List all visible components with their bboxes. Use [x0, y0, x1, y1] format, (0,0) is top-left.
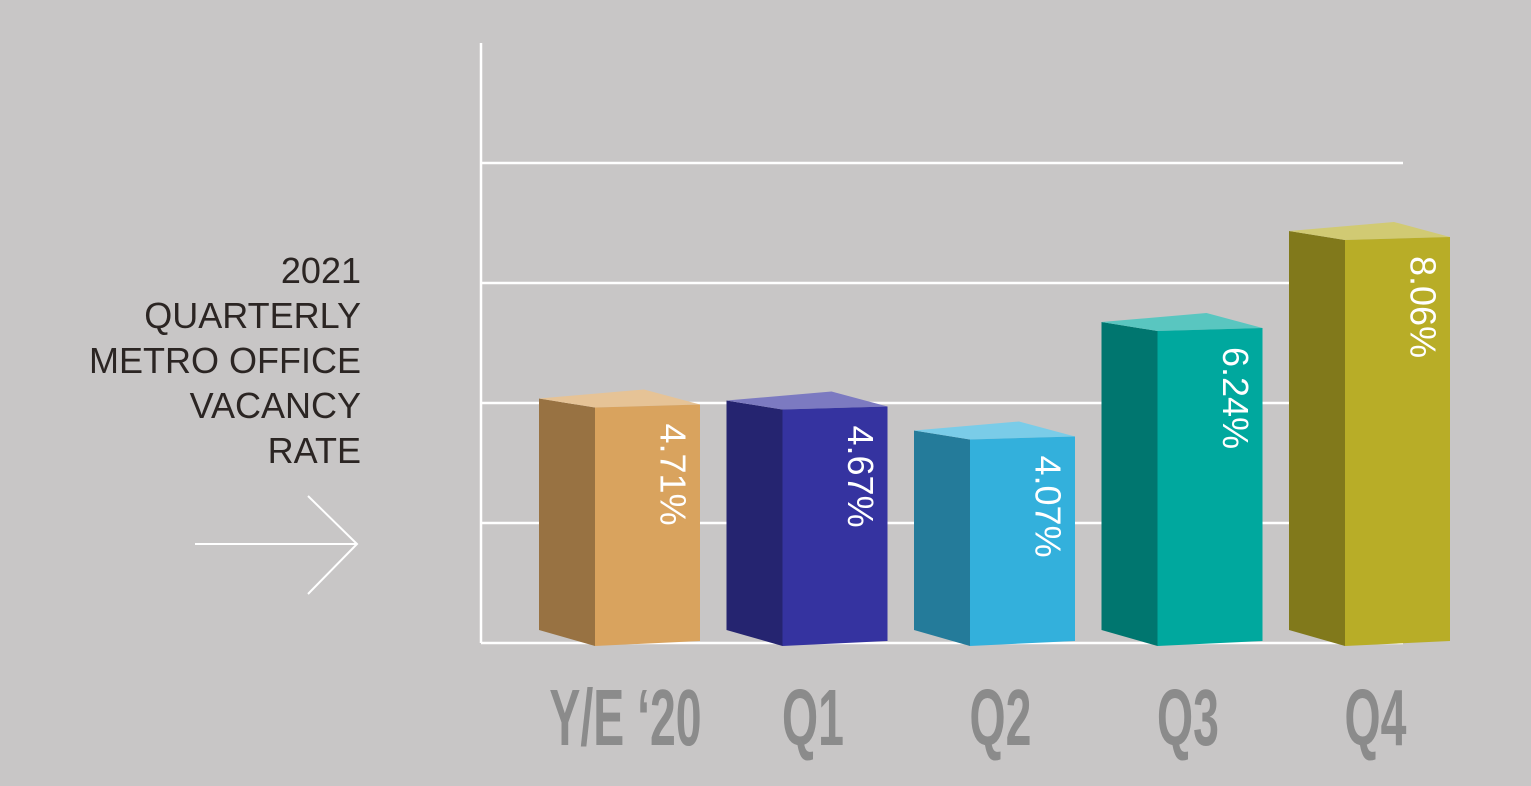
arrow	[195, 495, 359, 595]
bar-top	[1289, 222, 1450, 240]
bar	[782, 406, 888, 646]
chart-title: QUARTERLY	[144, 295, 361, 336]
x-tick-label: Q1	[782, 673, 844, 762]
bar-top	[1101, 313, 1263, 331]
value-label: 4.07%	[1027, 456, 1068, 558]
bar-side	[914, 430, 970, 646]
bar	[970, 436, 1075, 646]
chart-title: 2021	[281, 250, 361, 291]
x-tick-label: Q3	[1157, 673, 1219, 762]
bar-side	[1289, 231, 1345, 646]
bar-side	[1101, 322, 1158, 646]
x-tick-label: Y/E ‘20	[549, 673, 701, 762]
bar-top	[726, 391, 888, 410]
value-label: 4.71%	[652, 424, 693, 526]
bar-top	[539, 389, 700, 408]
chart-title: VACANCY	[190, 385, 361, 426]
bar-side	[539, 398, 595, 646]
arrow-head	[307, 495, 359, 595]
bar-top	[914, 421, 1075, 440]
bar	[1157, 328, 1263, 646]
bar-side	[726, 400, 783, 646]
chart-title: RATE	[268, 430, 361, 471]
value-label: 6.24%	[1215, 347, 1256, 449]
value-label: 8.06%	[1402, 256, 1443, 358]
x-tick-label: Q2	[970, 673, 1032, 762]
bar	[595, 404, 700, 646]
x-tick-label: Q4	[1345, 673, 1407, 762]
chart-title: METRO OFFICE	[89, 340, 361, 381]
value-label: 4.67%	[840, 426, 881, 528]
bar	[1345, 237, 1450, 646]
